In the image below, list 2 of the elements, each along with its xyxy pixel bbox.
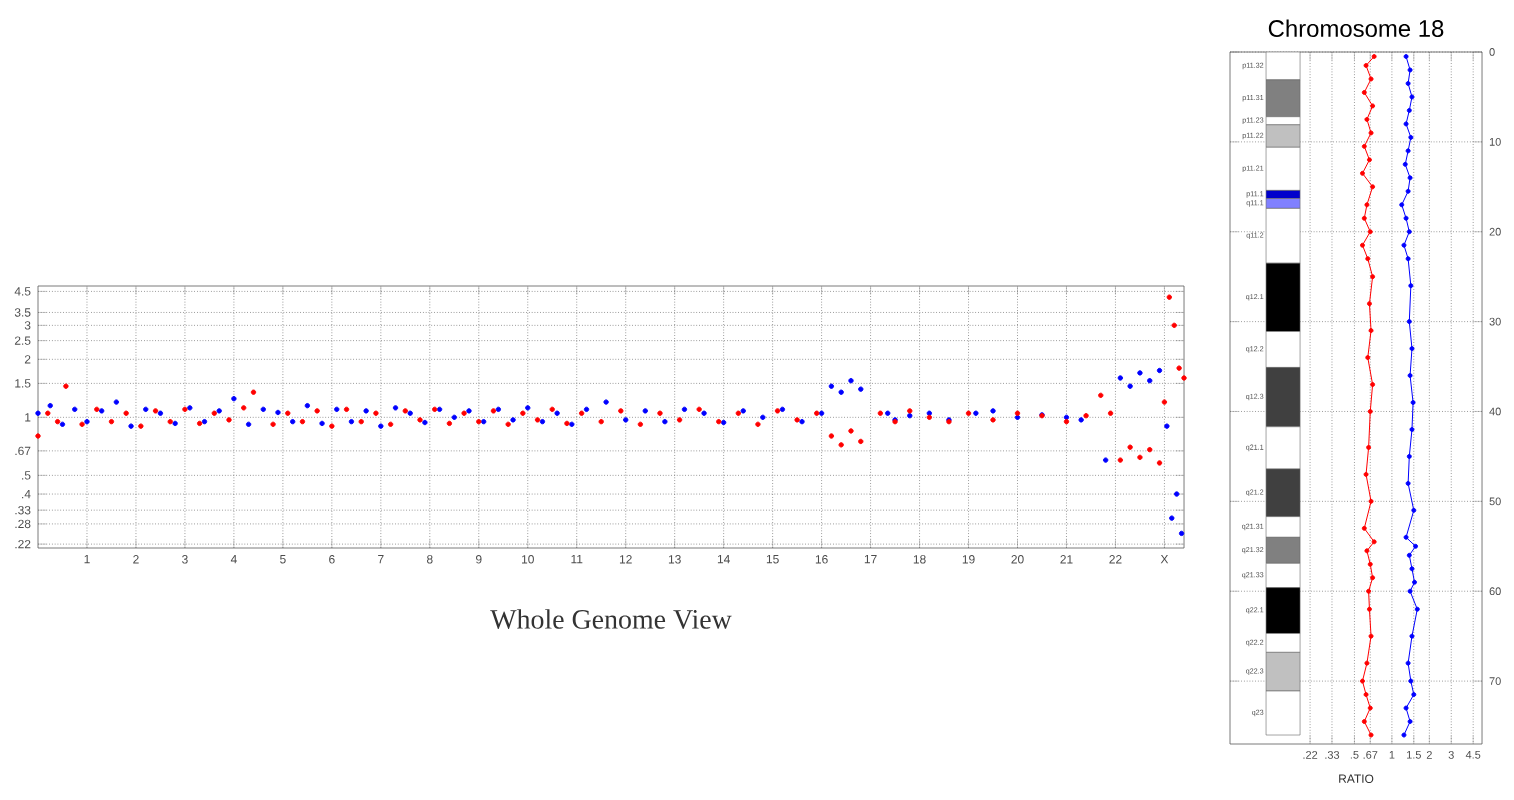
x-axis-title: Whole Genome View [490, 609, 732, 629]
chart-title: Chromosome 18 [1268, 19, 1444, 37]
